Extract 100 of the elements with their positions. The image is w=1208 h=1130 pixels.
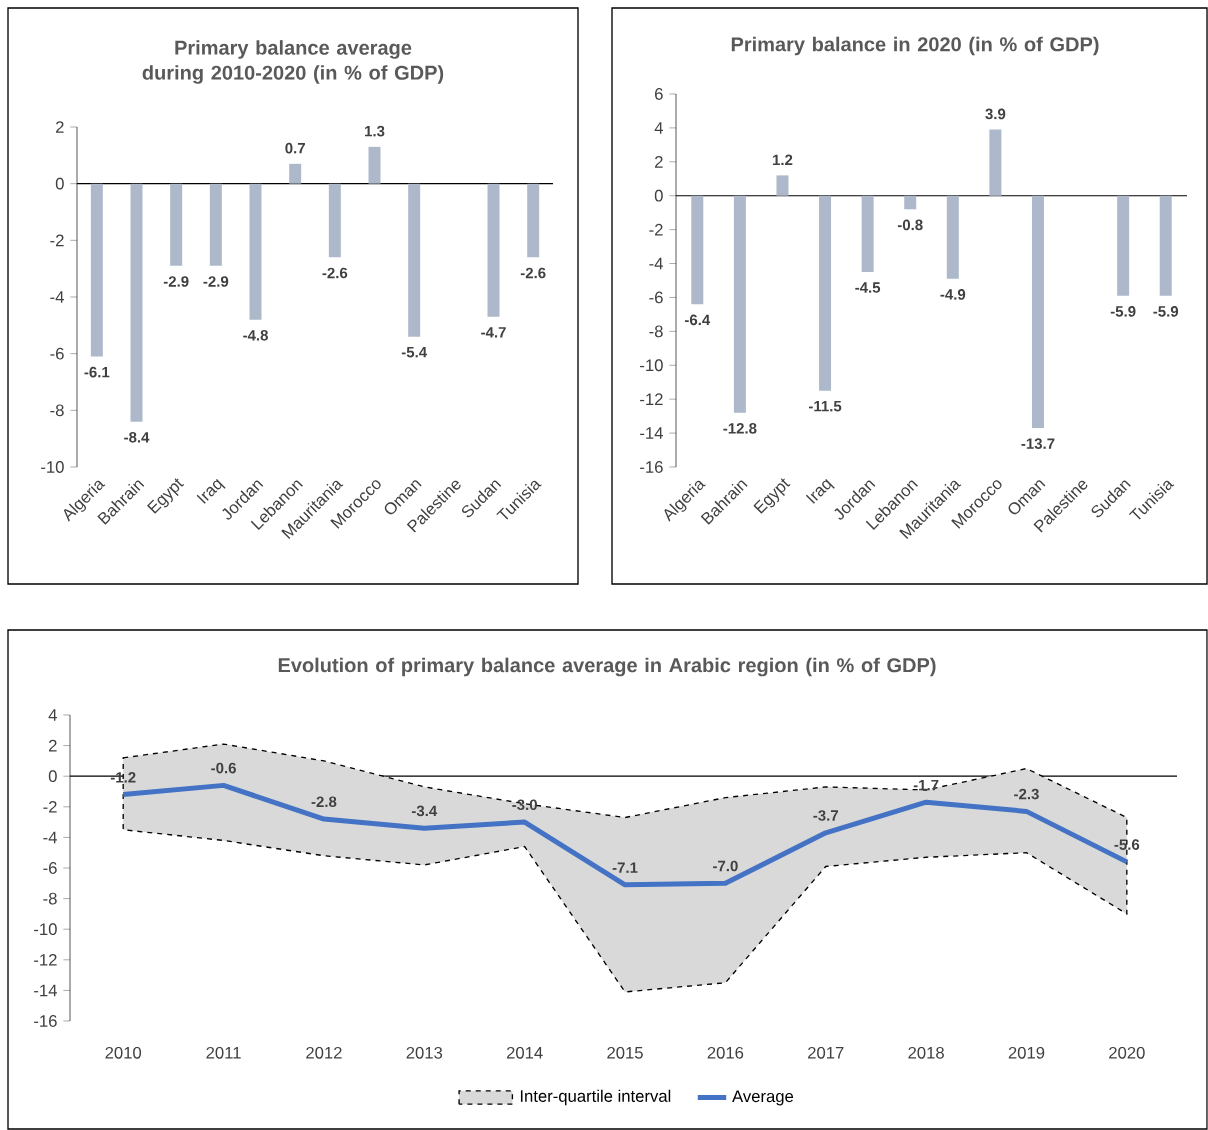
data-label: -6.4 [684, 314, 711, 326]
data-label: -3.0 [512, 799, 537, 811]
y-tick-label: 0 [654, 189, 663, 202]
y-tick-label: -6 [43, 862, 57, 874]
y-tick-label: -10 [640, 359, 663, 372]
bar [368, 146, 381, 184]
y-tick-label: -2 [43, 800, 57, 813]
bar [733, 195, 746, 413]
y-tick-label: -10 [34, 923, 57, 936]
data-label: -2.3 [1014, 788, 1039, 800]
y-tick-label: 2 [56, 121, 64, 133]
data-label: 3.9 [985, 108, 1006, 120]
y-tick-label: -16 [640, 461, 663, 473]
bar [904, 195, 917, 210]
data-label: -0.6 [211, 762, 236, 774]
text: Inter-quartile interval [520, 1089, 671, 1106]
data-label: -3.7 [813, 810, 839, 821]
x-tick-label: 2020 [1109, 1046, 1145, 1059]
chart-title: Primary balance in 2020 (in % of GDP) [731, 36, 1099, 56]
bar [776, 175, 789, 196]
y-tick-label: -14 [34, 984, 57, 997]
y-tick-label: -14 [640, 427, 663, 439]
bar [328, 183, 341, 258]
data-label: -3.4 [411, 805, 438, 817]
y-tick-label: 0 [55, 177, 64, 190]
data-label: -2.8 [311, 796, 337, 808]
data-label: -13.7 [1021, 438, 1055, 449]
bar [1159, 195, 1172, 296]
data-label: -5.9 [1153, 306, 1179, 317]
y-tick-label: -4 [43, 831, 57, 844]
y-tick-label: -6 [50, 347, 64, 360]
x-tick-label: 2013 [406, 1046, 443, 1059]
y-tick-label: -2 [649, 223, 663, 236]
y-tick-label: 4 [654, 122, 663, 134]
bar [1031, 195, 1044, 428]
y-tick-label: -8 [50, 404, 64, 417]
data-label: -2.6 [322, 267, 348, 279]
y-tick-label: -12 [34, 953, 57, 966]
x-tick-label: 2017 [808, 1046, 844, 1059]
data-label: -5.9 [1110, 306, 1136, 317]
data-label: 0.7 [285, 142, 305, 154]
data-label: 1.2 [772, 154, 793, 166]
data-label: -7.0 [713, 860, 738, 872]
x-tick-label: Iraq [805, 479, 835, 504]
y-tick-label: -8 [43, 892, 57, 905]
data-label: -1.2 [110, 772, 136, 783]
data-label: -4.7 [481, 327, 506, 338]
data-label: -1.7 [913, 779, 939, 791]
data-label: -4.5 [855, 282, 881, 293]
bar [209, 183, 222, 266]
x-tick-label: 2010 [105, 1046, 142, 1059]
x-tick-label: 2012 [306, 1046, 342, 1059]
data-label: -2.9 [163, 276, 189, 287]
x-tick-label: 2018 [908, 1046, 944, 1059]
x-tick-label: 2016 [707, 1046, 744, 1059]
x-tick-label: 2019 [1008, 1046, 1045, 1059]
y-tick-label: -12 [640, 393, 663, 405]
data-label: 1.3 [365, 125, 385, 137]
bar [946, 195, 959, 279]
data-label: -5.4 [401, 346, 428, 358]
bar [989, 129, 1002, 196]
y-tick-label: 2 [49, 739, 57, 752]
data-label: -8.4 [124, 431, 150, 443]
y-tick-label: -10 [41, 461, 64, 473]
x-tick-label: 2015 [607, 1046, 643, 1059]
data-label: -5.6 [1114, 839, 1140, 850]
data-label: -4.9 [940, 289, 966, 300]
bar [819, 195, 832, 391]
bar [487, 183, 500, 317]
data-label: -4.8 [243, 329, 268, 341]
x-tick-label: 2011 [206, 1046, 241, 1059]
data-label: -12.8 [723, 423, 757, 434]
bar [1117, 195, 1130, 296]
bar [527, 183, 540, 258]
bar [170, 183, 183, 266]
chart-title: Evolution of primary balance average in Arabic region (in % of GDP) [278, 657, 936, 677]
bar [130, 183, 143, 422]
y-tick-label: 6 [655, 88, 663, 100]
y-tick-label: -6 [649, 291, 663, 304]
y-tick-label: 4 [48, 709, 57, 721]
y-tick-label: -8 [649, 325, 663, 338]
y-tick-label: 0 [48, 770, 57, 783]
bar [90, 183, 103, 357]
y-tick-label: -4 [50, 291, 64, 303]
legend-label: Average [732, 1090, 794, 1106]
bar [861, 195, 874, 273]
data-label: -0.8 [897, 219, 923, 231]
data-label: -6.1 [84, 366, 110, 378]
data-label: -2.9 [203, 276, 229, 287]
y-tick-label: 2 [655, 156, 663, 168]
data-label: -11.5 [808, 401, 842, 412]
data-label: -2.6 [520, 267, 546, 279]
y-tick-label: -4 [649, 257, 663, 270]
y-tick-label: -2 [50, 234, 64, 247]
y-tick-label: -16 [34, 1015, 57, 1027]
data-label: -7.1 [612, 862, 638, 873]
bar [289, 163, 302, 184]
bar [408, 183, 421, 337]
chart-title: Primary balance average during 2010-2020 (in % of GDP) [142, 40, 444, 84]
x-tick-label: 2014 [506, 1046, 543, 1059]
